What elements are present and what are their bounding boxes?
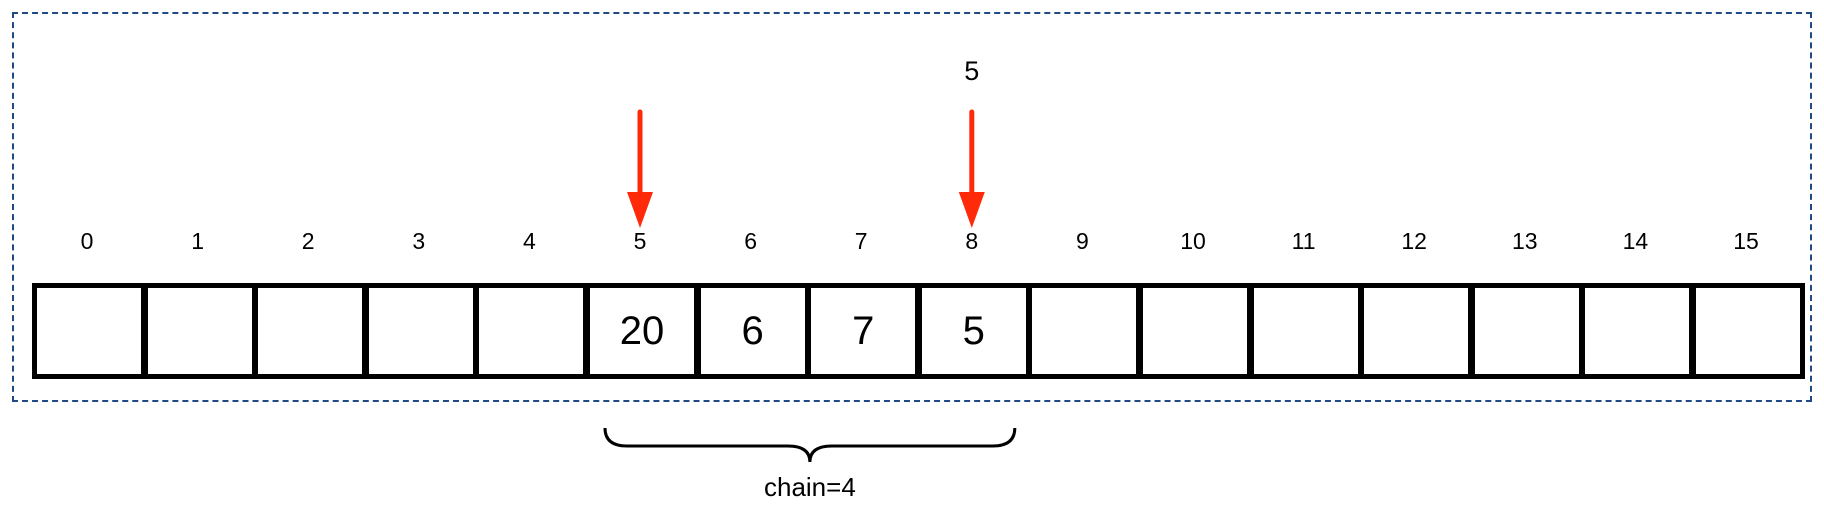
index-label-9: 9 — [1075, 228, 1089, 254]
array-cell-9 — [1027, 283, 1142, 379]
array-cell-7: 7 — [806, 283, 921, 379]
array-cell-6: 6 — [695, 283, 810, 379]
array-cell-2 — [253, 283, 368, 379]
index-label-14: 14 — [1622, 228, 1649, 254]
chain-brace — [603, 427, 1017, 463]
array-cell-5: 20 — [585, 283, 699, 379]
array-cell-4 — [474, 283, 589, 379]
index-label-7: 7 — [854, 228, 868, 254]
array-cell-15 — [1691, 283, 1805, 379]
pointer-value-label: 5 — [964, 56, 980, 86]
index-label-4: 4 — [522, 228, 536, 254]
array-cell-8: 5 — [916, 283, 1031, 379]
array-cell-10 — [1138, 283, 1252, 379]
index-label-5: 5 — [633, 228, 647, 254]
array-cell-12 — [1359, 283, 1474, 379]
index-label-12: 12 — [1401, 228, 1427, 254]
array-cell-1 — [142, 283, 257, 379]
index-label-15: 15 — [1733, 228, 1759, 254]
array-cell-0 — [32, 283, 146, 379]
index-label-1: 1 — [191, 228, 204, 254]
chain-label: chain=4 — [763, 472, 856, 502]
index-label-0: 0 — [80, 228, 94, 254]
array-cell-11 — [1248, 283, 1363, 379]
index-label-6: 6 — [744, 228, 757, 254]
index-label-10: 10 — [1180, 228, 1206, 254]
index-label-13: 13 — [1512, 228, 1538, 254]
index-label-8: 8 — [965, 228, 979, 254]
index-label-2: 2 — [301, 228, 315, 254]
array-cell-3 — [363, 283, 478, 379]
index-label-3: 3 — [412, 228, 426, 254]
array-cell-13 — [1469, 283, 1584, 379]
index-label-11: 11 — [1291, 228, 1316, 254]
array-cell-14 — [1580, 283, 1695, 379]
dashed-frame — [12, 12, 1812, 402]
